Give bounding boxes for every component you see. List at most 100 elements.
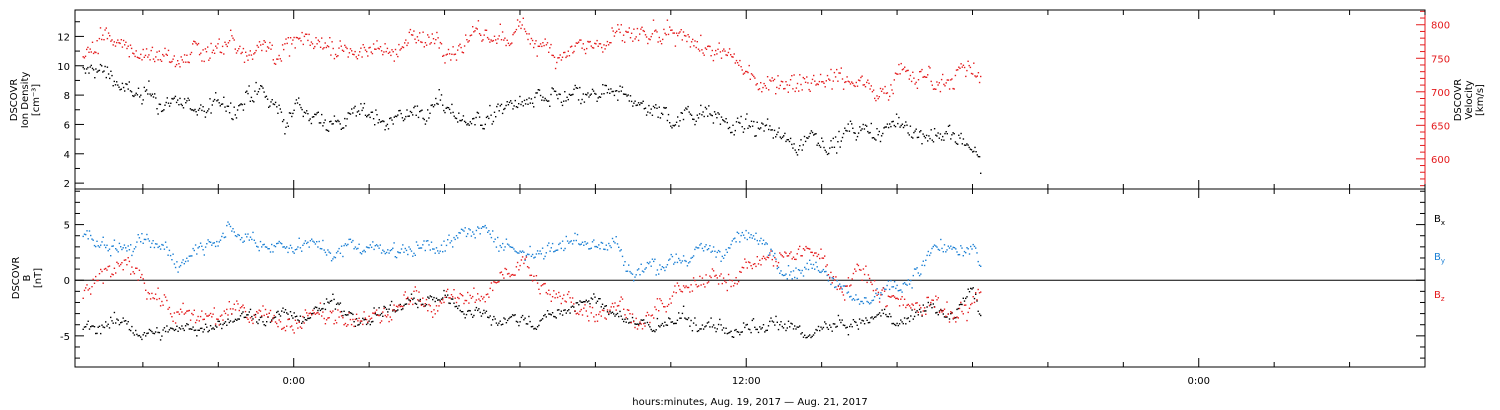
- point-bz: [591, 306, 594, 309]
- point-bz: [509, 275, 511, 278]
- point-ion-density: [908, 134, 910, 136]
- point-bx: [407, 297, 409, 300]
- point-ion-density: [329, 121, 331, 123]
- point-velocity: [775, 93, 777, 95]
- point-bx: [751, 319, 753, 322]
- point-by: [674, 261, 676, 264]
- point-bz: [93, 282, 96, 284]
- point-bz: [645, 315, 647, 317]
- point-bz: [556, 296, 559, 299]
- point-ion-density: [348, 112, 351, 115]
- point-ion-density: [753, 120, 755, 123]
- point-by: [389, 249, 391, 252]
- point-by: [487, 231, 489, 233]
- point-velocity: [250, 54, 253, 56]
- point-bx: [246, 314, 248, 316]
- point-by: [902, 283, 904, 285]
- point-velocity: [800, 83, 802, 86]
- point-by: [518, 252, 520, 254]
- point-velocity: [914, 83, 916, 85]
- point-bx: [352, 313, 354, 316]
- point-velocity: [551, 54, 553, 56]
- point-velocity: [771, 77, 773, 79]
- point-velocity: [501, 31, 504, 33]
- point-bx: [244, 316, 247, 318]
- point-bx: [167, 331, 169, 333]
- point-velocity: [94, 51, 96, 53]
- point-bx: [535, 328, 538, 330]
- point-velocity: [619, 31, 621, 34]
- point-bz: [434, 313, 436, 315]
- point-by: [976, 252, 978, 254]
- point-velocity: [500, 39, 503, 41]
- point-bz: [789, 252, 791, 255]
- point-bx: [727, 332, 730, 334]
- point-velocity: [385, 50, 387, 53]
- point-bz: [325, 319, 328, 321]
- point-bz: [736, 283, 738, 285]
- point-bx: [380, 312, 383, 315]
- point-velocity: [583, 48, 586, 51]
- point-bz: [845, 285, 847, 287]
- point-ion-density: [643, 108, 645, 110]
- point-velocity: [912, 71, 914, 73]
- point-by: [636, 269, 639, 271]
- point-bz: [96, 279, 98, 282]
- point-ion-density: [635, 104, 637, 107]
- point-velocity: [223, 53, 225, 55]
- point-velocity: [389, 51, 391, 53]
- point-by: [973, 245, 976, 248]
- point-by: [223, 236, 225, 239]
- point-ion-density: [113, 80, 115, 83]
- point-by: [252, 231, 254, 234]
- point-bx: [722, 327, 725, 329]
- point-ion-density: [847, 123, 849, 125]
- point-by: [834, 286, 836, 289]
- point-bz: [912, 304, 914, 306]
- point-bz: [800, 255, 802, 257]
- point-ion-density: [392, 123, 394, 125]
- point-bz: [350, 323, 353, 326]
- b-field-points: [82, 221, 982, 341]
- point-velocity: [90, 51, 92, 53]
- point-ion-density: [325, 129, 327, 131]
- point-velocity: [179, 66, 181, 68]
- point-by: [334, 256, 337, 259]
- point-ion-density: [697, 117, 700, 119]
- point-by: [340, 245, 343, 247]
- point-bx: [936, 311, 938, 314]
- point-velocity: [367, 55, 369, 57]
- point-bx: [484, 312, 486, 314]
- point-by: [187, 260, 189, 262]
- point-bx: [539, 320, 541, 322]
- point-bz: [655, 308, 657, 311]
- point-by: [771, 250, 773, 252]
- point-by: [204, 246, 207, 248]
- point-bz: [412, 303, 414, 306]
- point-by: [249, 236, 252, 238]
- point-bx: [901, 321, 903, 323]
- point-bx: [387, 311, 389, 313]
- point-by: [307, 241, 309, 243]
- point-bx: [782, 327, 785, 329]
- point-ion-density: [940, 139, 943, 141]
- point-by: [933, 244, 936, 246]
- point-ion-density: [613, 94, 616, 97]
- point-by: [357, 247, 359, 250]
- point-bz: [906, 304, 908, 306]
- point-velocity: [404, 42, 406, 44]
- point-bz: [224, 312, 227, 315]
- point-ion-density: [230, 102, 232, 104]
- point-bz: [243, 307, 245, 309]
- point-velocity: [189, 53, 192, 56]
- point-bz: [297, 327, 299, 329]
- point-by: [870, 302, 872, 304]
- point-ion-density: [874, 138, 876, 140]
- point-by: [906, 284, 908, 286]
- point-ion-density: [484, 123, 486, 126]
- point-by: [694, 248, 696, 251]
- point-by: [448, 234, 450, 236]
- b-tick-label: 0: [64, 276, 70, 287]
- point-ion-density: [339, 123, 341, 125]
- point-velocity: [154, 60, 156, 63]
